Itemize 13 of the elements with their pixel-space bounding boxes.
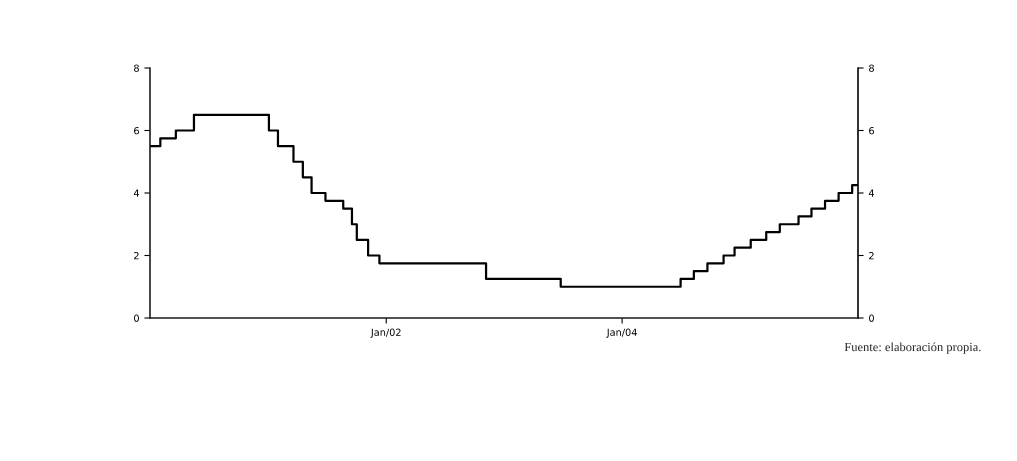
- y2-tick-label: 8: [869, 64, 874, 72]
- source-note: Fuente: elaboración propia.: [844, 342, 981, 354]
- y2-tick-label: 4: [868, 189, 875, 197]
- y-tick-label: 0: [134, 314, 139, 322]
- y2-tick-label: 0: [869, 314, 874, 322]
- y-tick-label: 4: [133, 189, 140, 197]
- y-tick-label: 8: [134, 64, 139, 72]
- y-tick-label: 2: [134, 251, 139, 260]
- y-tick-label: 6: [134, 126, 139, 135]
- y2-tick-label: 6: [869, 126, 874, 135]
- y2-tick-label: 2: [869, 251, 874, 260]
- x-tick-label: Jan/02: [370, 328, 401, 338]
- x-tick-label: Jan/04: [606, 328, 637, 338]
